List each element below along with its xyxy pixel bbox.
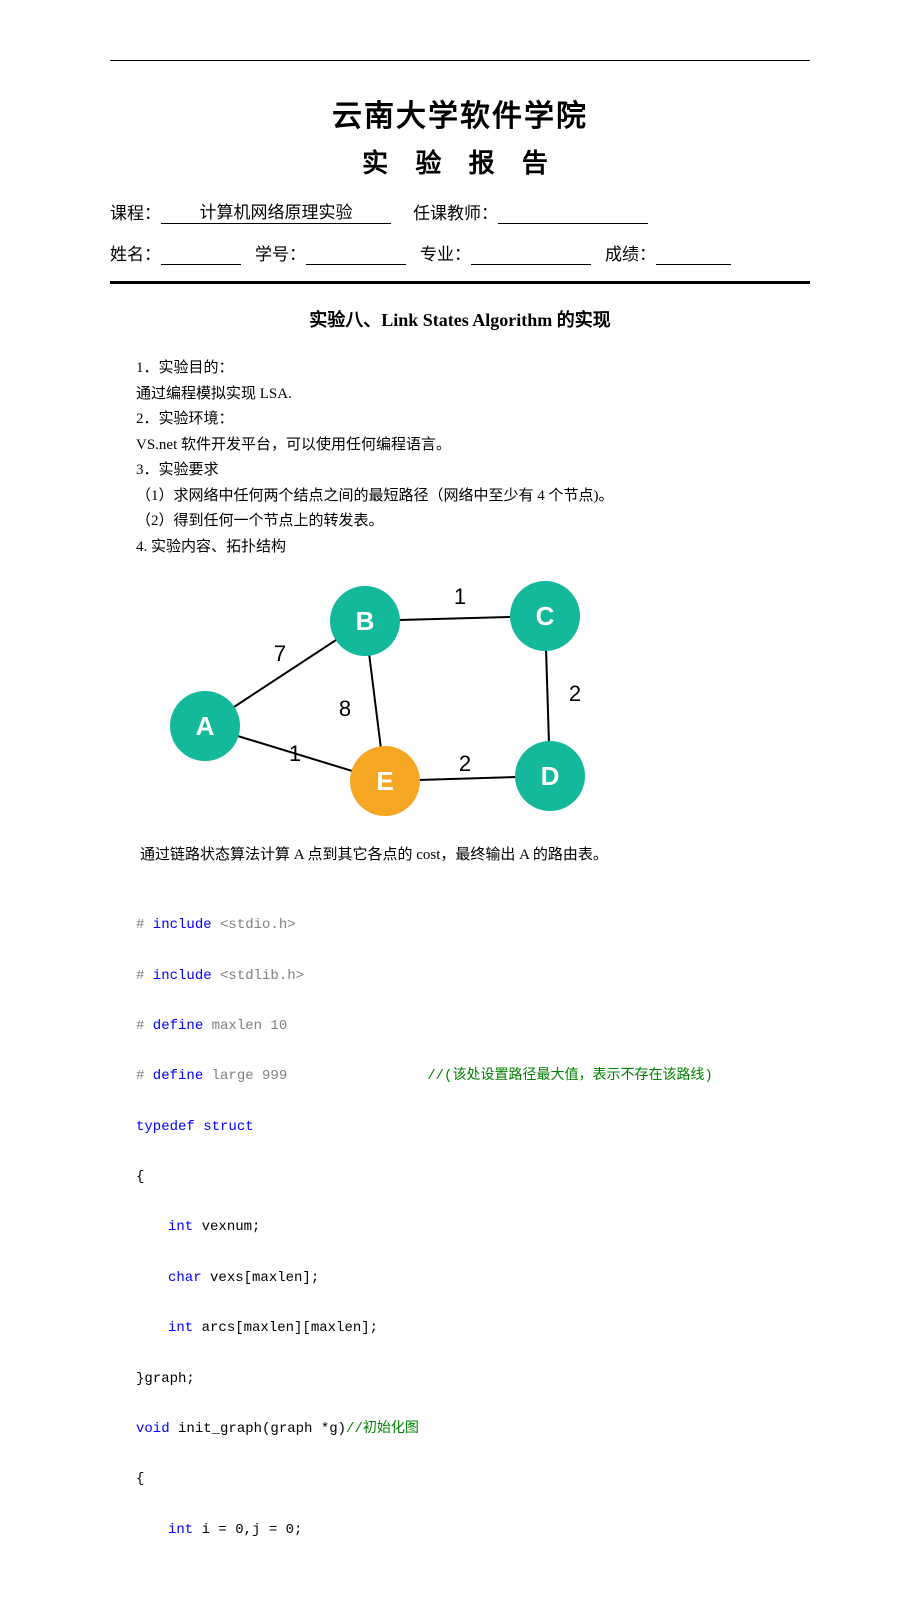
code-block: # include <stdio.h> # include <stdlib.h>… xyxy=(136,888,810,1568)
form-line-1: 课程： 计算机网络原理实验 任课教师： xyxy=(110,198,810,224)
major-blank xyxy=(471,243,591,265)
code-line-12: { xyxy=(136,1467,810,1492)
svg-text:1: 1 xyxy=(289,741,301,766)
s3-r2: （2）得到任何一个节点上的转发表。 xyxy=(136,509,810,535)
teacher-label: 任课教师： xyxy=(413,199,498,224)
s3-label: 3．实验要求 xyxy=(136,458,810,484)
code-line-4: # define large 999//(该处设置路径最大值，表示不存在该路线) xyxy=(136,1064,810,1089)
name-blank xyxy=(161,243,241,265)
form-line-2: 姓名： 学号： 专业： 成绩： xyxy=(110,240,810,265)
score-blank xyxy=(656,243,731,265)
course-value: 计算机网络原理实验 xyxy=(161,198,391,224)
svg-text:D: D xyxy=(541,761,560,791)
teacher-blank xyxy=(498,202,648,224)
topology-diagram: 7 1 1 8 2 2 A B C D E xyxy=(140,566,810,831)
code-line-3: # define maxlen 10 xyxy=(136,1014,810,1039)
svg-text:E: E xyxy=(376,766,393,796)
experiment-body: 1．实验目的： 通过编程模拟实现 LSA. 2．实验环境： VS.net 软件开… xyxy=(136,356,810,560)
svg-text:2: 2 xyxy=(569,681,581,706)
code-line-11: void init_graph(graph *g)//初始化图 xyxy=(136,1417,810,1442)
s2-body: VS.net 软件开发平台，可以使用任何编程语言。 xyxy=(136,433,810,459)
code-line-2: # include <stdlib.h> xyxy=(136,964,810,989)
experiment-title: 实验八、Link States Algorithm 的实现 xyxy=(110,306,810,332)
code-line-6: { xyxy=(136,1165,810,1190)
code-line-7: int vexnum; xyxy=(136,1215,810,1240)
name-label: 姓名： xyxy=(110,240,161,265)
code-line-5: typedef struct xyxy=(136,1115,810,1140)
s1-body: 通过编程模拟实现 LSA. xyxy=(136,382,810,408)
svg-text:7: 7 xyxy=(274,641,286,666)
svg-text:1: 1 xyxy=(454,584,466,609)
code-line-13: int i = 0,j = 0; xyxy=(136,1518,810,1543)
university-title: 云南大学软件学院 xyxy=(110,91,810,135)
svg-text:C: C xyxy=(536,601,555,631)
code-line-1: # include <stdio.h> xyxy=(136,913,810,938)
code-line-9: int arcs[maxlen][maxlen]; xyxy=(136,1316,810,1341)
s1-label: 1．实验目的： xyxy=(136,356,810,382)
id-label: 学号： xyxy=(255,240,306,265)
svg-text:2: 2 xyxy=(459,751,471,776)
s4-label: 4. 实验内容、拓扑结构 xyxy=(136,535,810,561)
code-line-10: }graph; xyxy=(136,1367,810,1392)
report-title: 实 验 报 告 xyxy=(110,143,810,180)
topology-svg: 7 1 1 8 2 2 A B C D E xyxy=(140,566,620,826)
score-label: 成绩： xyxy=(605,240,656,265)
code-line-8: char vexs[maxlen]; xyxy=(136,1266,810,1291)
thick-horizontal-rule xyxy=(110,281,810,284)
svg-text:8: 8 xyxy=(339,696,351,721)
svg-text:B: B xyxy=(356,606,375,636)
s2-label: 2．实验环境： xyxy=(136,407,810,433)
s3-r1: （1）求网络中任何两个结点之间的最短路径（网络中至少有 4 个节点)。 xyxy=(136,484,810,510)
course-label: 课程： xyxy=(110,199,161,224)
top-horizontal-rule xyxy=(110,60,810,61)
id-blank xyxy=(306,243,406,265)
result-text: 通过链路状态算法计算 A 点到其它各点的 cost，最终输出 A 的路由表。 xyxy=(140,843,810,864)
major-label: 专业： xyxy=(420,240,471,265)
svg-text:A: A xyxy=(196,711,215,741)
